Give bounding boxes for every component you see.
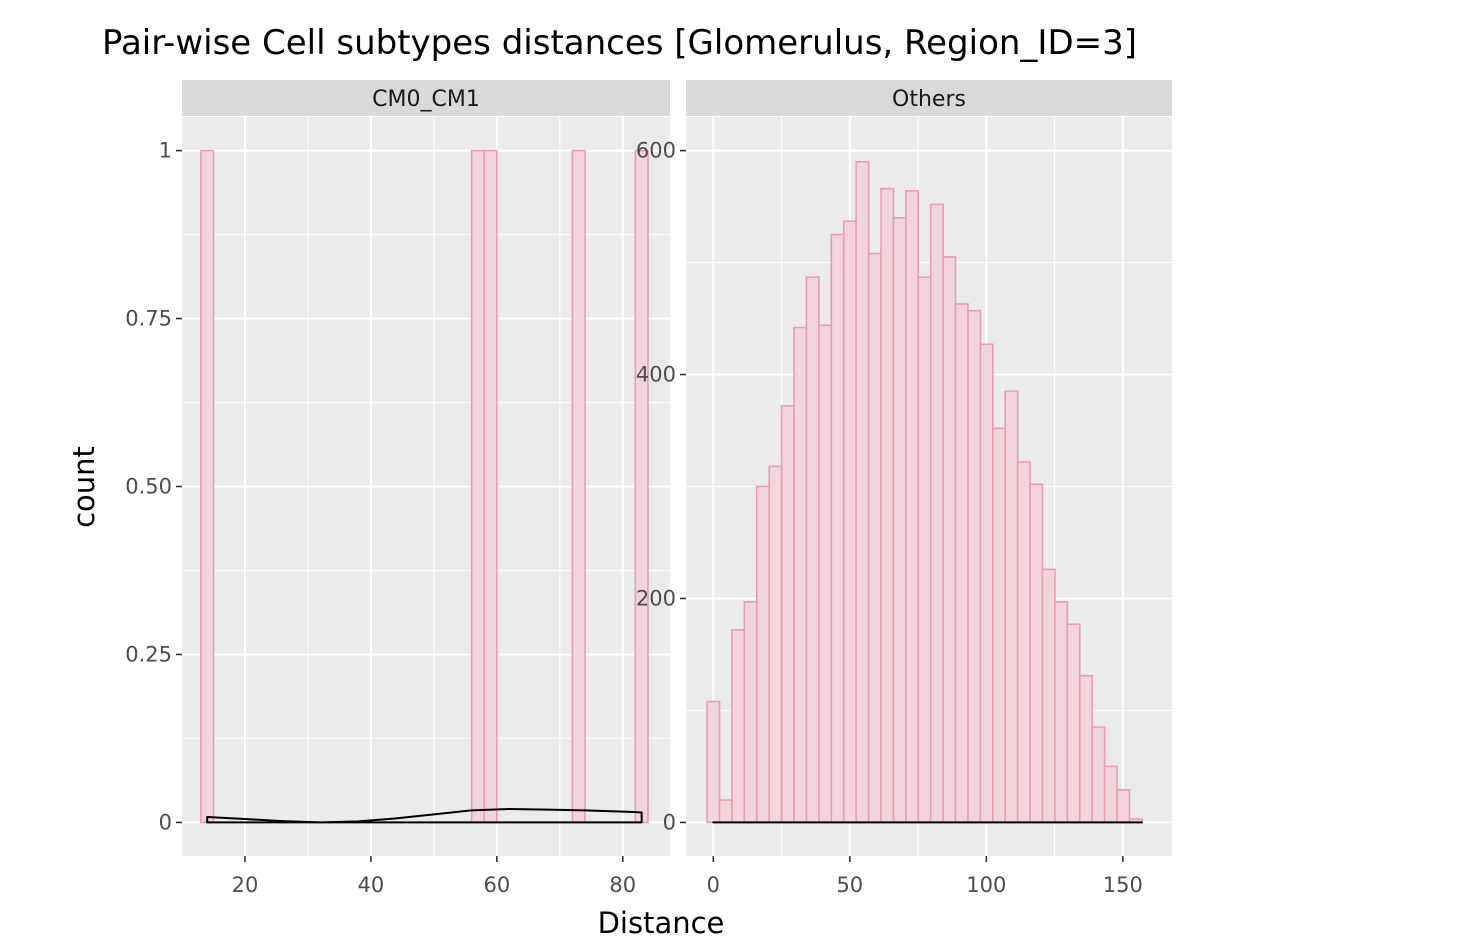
x-tick-label: 80 [609, 873, 636, 897]
histogram-bar [731, 629, 746, 824]
histogram-bar [967, 309, 982, 824]
y-tick-label: 0 [663, 810, 676, 834]
x-axis-ticks: 20 40 60 80 [232, 856, 636, 897]
histogram-bar [1066, 623, 1081, 824]
histogram-bar [855, 160, 870, 824]
histogram-bar [830, 233, 845, 824]
histogram-bar [1054, 601, 1069, 824]
x-tick-label: 20 [232, 873, 259, 897]
histogram-bar [979, 343, 994, 824]
histogram-bar [706, 700, 721, 824]
y-axis-ticks: 0 0.25 0.50 0.75 1 [125, 139, 182, 834]
histogram-bar [905, 190, 920, 824]
x-axis-title: Distance [598, 906, 725, 940]
histogram-bars [706, 160, 1143, 824]
x-axis-ticks: 0 50 100 150 [707, 856, 1143, 897]
x-tick-label: 100 [966, 873, 1006, 897]
y-tick-label: 200 [636, 586, 676, 610]
histogram-bar [1004, 390, 1019, 824]
histogram-bar [793, 326, 808, 824]
histogram-bar [867, 252, 882, 824]
facet-strip-label: CM0_CM1 [372, 87, 480, 112]
x-tick-label: 50 [836, 873, 863, 897]
facet-panels: CM0_CM1 0 0.25 0.50 0.75 1 20 40 60 80 Others 0 200 4… [125, 80, 1172, 897]
histogram-bar [200, 149, 215, 824]
histogram-bar [634, 149, 649, 824]
y-tick-label: 0 [159, 810, 172, 834]
facet-strip [182, 80, 670, 116]
density-curve [206, 807, 643, 824]
facet-strip [686, 80, 1172, 116]
histogram-bar [1029, 483, 1044, 824]
y-axis-ticks: 0 200 400 600 [636, 139, 686, 834]
histogram-bar [992, 427, 1007, 824]
x-tick-label: 0 [707, 873, 720, 897]
histogram-bar [1116, 789, 1131, 824]
panel-others: Others 0 200 400 600 0 50 100 150 [636, 80, 1172, 897]
histogram-bar [470, 149, 486, 824]
histogram-bar [1091, 726, 1106, 824]
y-tick-label: 0.50 [125, 475, 172, 499]
histogram-bar [768, 465, 783, 824]
histogram-bar [880, 187, 895, 824]
y-tick-label: 0.25 [125, 642, 172, 666]
y-tick-label: 400 [636, 363, 676, 387]
y-axis-title: count [67, 446, 101, 528]
y-tick-label: 0.75 [125, 307, 172, 331]
histogram-bar [917, 276, 932, 824]
x-tick-label: 150 [1103, 873, 1143, 897]
histogram-bar [842, 220, 857, 824]
histogram-bar [929, 203, 944, 824]
x-tick-label: 40 [358, 873, 385, 897]
histogram-bar [892, 216, 907, 824]
panel-cm0-cm1: CM0_CM1 0 0.25 0.50 0.75 1 20 40 60 80 [125, 80, 670, 897]
histogram-bar [483, 149, 498, 824]
histogram-bar [1078, 674, 1094, 824]
histogram-bar [942, 256, 957, 824]
y-tick-label: 600 [636, 139, 676, 163]
y-tick-label: 1 [159, 139, 172, 163]
histogram-bar [780, 405, 795, 824]
histogram-bar [571, 149, 586, 824]
histogram-bar [1041, 568, 1056, 824]
histogram-bar [818, 324, 833, 824]
facet-strip-label: Others [892, 87, 966, 112]
histogram-bar [718, 799, 733, 824]
histogram-bar [1103, 765, 1118, 824]
histogram-bar [755, 485, 771, 824]
histogram-bar [1016, 461, 1031, 824]
histogram-bar [805, 276, 820, 824]
histogram-bars [200, 149, 649, 824]
histogram-bar [954, 303, 969, 824]
histogram-bar [743, 601, 758, 824]
chart-title: Pair-wise Cell subtypes distances [Glome… [102, 23, 1137, 63]
x-tick-label: 60 [483, 873, 510, 897]
